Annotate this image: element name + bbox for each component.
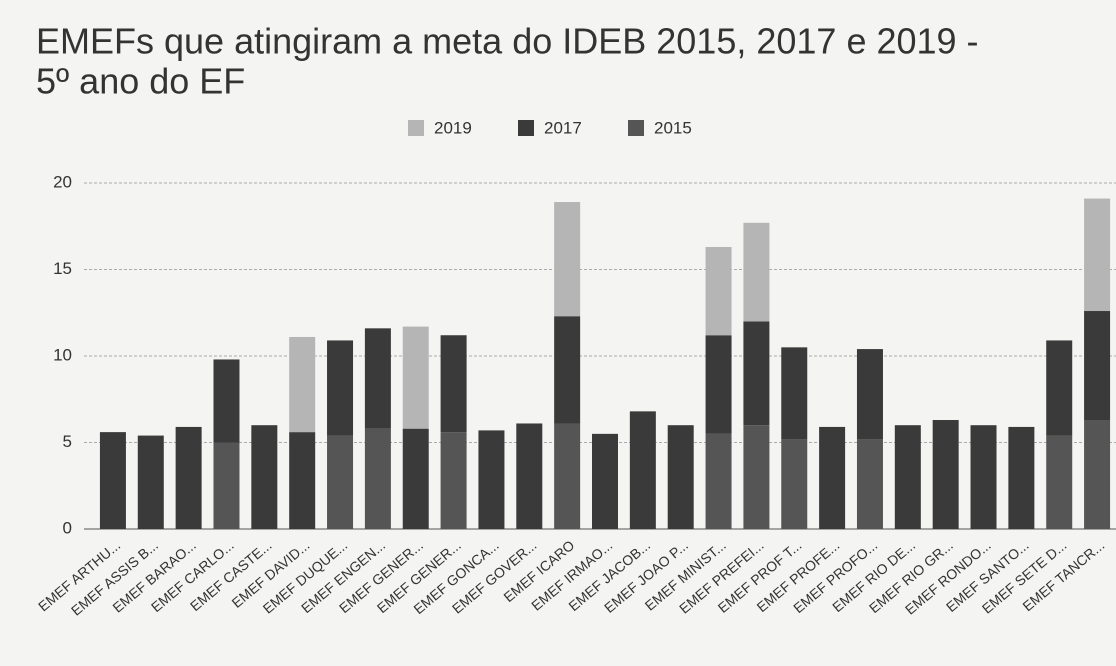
bar-segment bbox=[554, 423, 581, 529]
y-tick-label: 10 bbox=[53, 345, 72, 364]
bar-segment bbox=[327, 340, 354, 436]
bar-segment bbox=[1046, 435, 1073, 529]
bar-segment bbox=[592, 433, 618, 529]
bar-segment bbox=[402, 428, 429, 529]
bar-segment bbox=[970, 425, 997, 529]
bar-segment bbox=[743, 321, 770, 426]
legend-label: 2017 bbox=[544, 118, 582, 137]
bar-segment bbox=[1008, 426, 1035, 529]
bar-segment bbox=[932, 420, 959, 529]
bar-segment bbox=[289, 432, 316, 529]
bar-segment bbox=[99, 432, 126, 529]
y-tick-label: 20 bbox=[53, 172, 72, 191]
y-tick-label: 5 bbox=[63, 432, 72, 451]
legend-label: 2015 bbox=[654, 118, 692, 137]
bar-segment bbox=[705, 433, 732, 529]
bar-segment bbox=[743, 425, 770, 529]
bar-segment bbox=[402, 326, 429, 429]
bar-segment bbox=[819, 426, 846, 529]
bar-segment bbox=[554, 316, 581, 424]
legend-swatch bbox=[518, 120, 534, 136]
bar-segment bbox=[327, 435, 354, 529]
bar-segment bbox=[705, 247, 732, 336]
legend-label: 2019 bbox=[434, 118, 472, 137]
y-tick-label: 15 bbox=[53, 259, 72, 278]
bar-segment bbox=[629, 411, 656, 529]
bar-segment bbox=[516, 423, 543, 529]
bar-segment bbox=[781, 439, 808, 529]
bar-segment bbox=[705, 335, 732, 434]
chart-subtitle: 5º ano do EF bbox=[36, 61, 245, 102]
bar-segment bbox=[1084, 198, 1111, 312]
bar-segment bbox=[554, 202, 581, 317]
bar-segment bbox=[894, 425, 921, 529]
bar-segment bbox=[251, 425, 278, 529]
bar-segment bbox=[364, 428, 391, 529]
chart-title: EMEFs que atingiram a meta do IDEB 2015,… bbox=[36, 21, 979, 62]
bar-segment bbox=[440, 335, 467, 433]
bar-segment bbox=[781, 347, 808, 440]
bar-segment bbox=[743, 222, 770, 322]
bar-segment bbox=[137, 435, 164, 529]
legend-swatch bbox=[628, 120, 644, 136]
bar-segment bbox=[856, 439, 883, 529]
bar-segment bbox=[478, 430, 505, 529]
bar-segment bbox=[1084, 311, 1111, 421]
bar-segment bbox=[1084, 420, 1111, 529]
bar-segment bbox=[289, 336, 316, 433]
bar-segment bbox=[213, 442, 240, 529]
legend-swatch bbox=[408, 120, 424, 136]
bar-segment bbox=[667, 425, 694, 529]
y-tick-label: 0 bbox=[63, 518, 72, 537]
bar-segment bbox=[856, 349, 883, 440]
bar-segment bbox=[213, 359, 240, 443]
bar-segment bbox=[1046, 340, 1073, 436]
bar-segment bbox=[175, 426, 202, 529]
bar-segment bbox=[440, 432, 467, 529]
bar-segment bbox=[364, 328, 391, 429]
